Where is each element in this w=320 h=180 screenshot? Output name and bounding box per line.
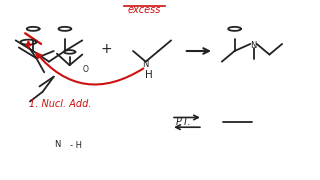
Text: H: H bbox=[145, 70, 153, 80]
FancyArrowPatch shape bbox=[27, 42, 30, 48]
Text: N: N bbox=[250, 41, 257, 50]
Text: N: N bbox=[54, 140, 60, 149]
Text: O: O bbox=[83, 65, 88, 74]
Text: - H: - H bbox=[69, 141, 82, 150]
Text: P.T.: P.T. bbox=[176, 117, 192, 127]
Text: +: + bbox=[100, 42, 112, 56]
FancyArrowPatch shape bbox=[36, 53, 143, 85]
Text: excess: excess bbox=[127, 5, 161, 15]
Text: 1. Nucl. Add.: 1. Nucl. Add. bbox=[29, 99, 91, 109]
Text: N: N bbox=[142, 60, 149, 69]
